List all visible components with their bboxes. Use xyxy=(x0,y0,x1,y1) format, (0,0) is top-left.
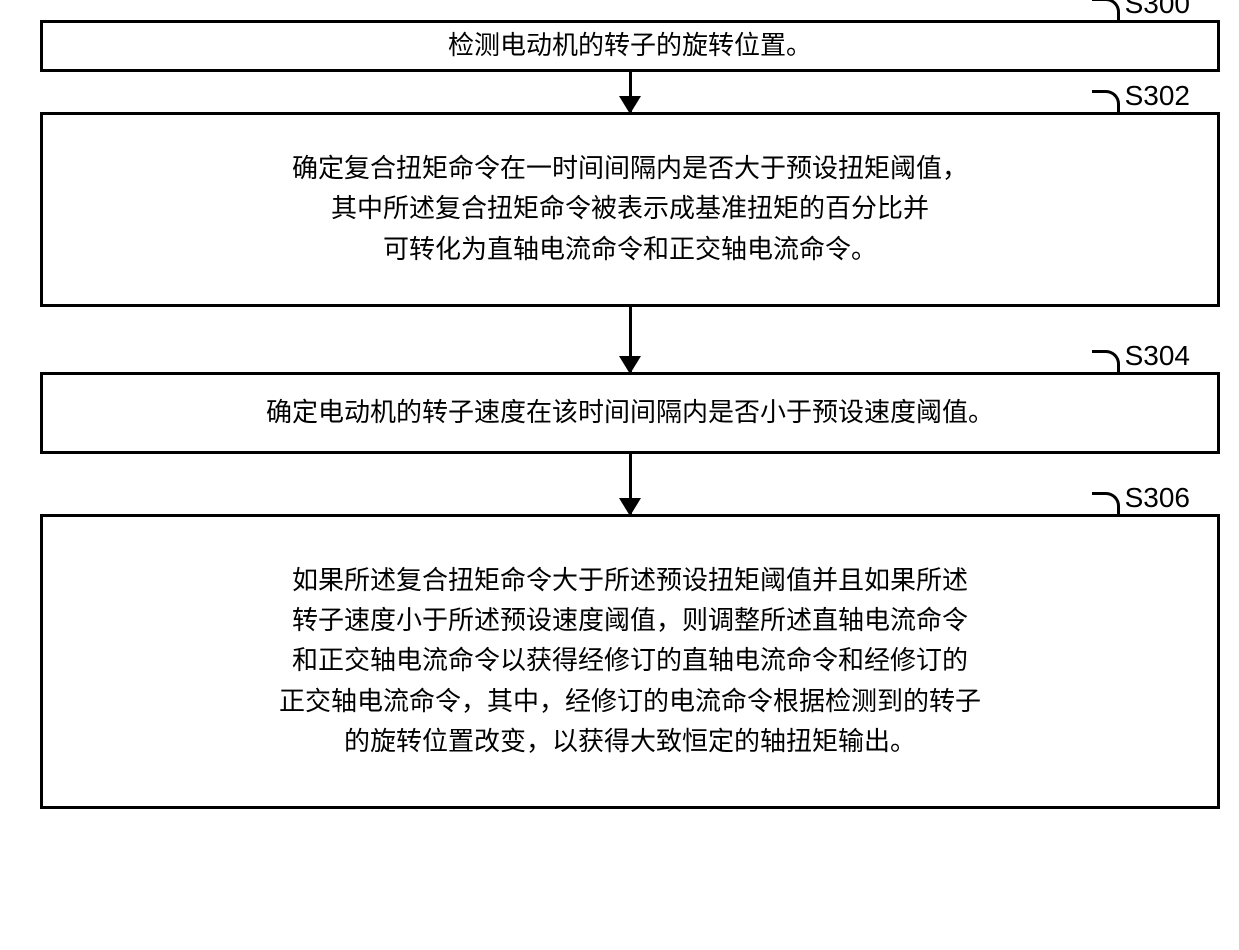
flowchart-container: S300 检测电动机的转子的旋转位置。 S302 确定复合扭矩命令在一时间间隔内… xyxy=(40,20,1220,809)
arrow-s302-s304 xyxy=(629,307,632,372)
step-text: 检测电动机的转子的旋转位置。 xyxy=(448,26,812,66)
step-text: 和正交轴电流命令以获得经修订的直轴电流命令和经修订的 xyxy=(292,641,968,681)
step-text: 其中所述复合扭矩命令被表示成基准扭矩的百分比并 xyxy=(331,189,929,229)
step-box-s306: 如果所述复合扭矩命令大于所述预设扭矩阈值并且如果所述 转子速度小于所述预设速度阈… xyxy=(40,514,1220,809)
label-connector xyxy=(1092,0,1120,20)
step-text: 转子速度小于所述预设速度阈值，则调整所述直轴电流命令 xyxy=(292,601,968,641)
step-text: 如果所述复合扭矩命令大于所述预设扭矩阈值并且如果所述 xyxy=(292,561,968,601)
step-box-s304: 确定电动机的转子速度在该时间间隔内是否小于预设速度阈值。 xyxy=(40,372,1220,454)
step-label-s300: S300 xyxy=(1125,0,1190,20)
arrow-s300-s302 xyxy=(629,72,632,112)
step-text: 正交轴电流命令，其中，经修订的电流命令根据检测到的转子 xyxy=(279,682,981,722)
label-connector xyxy=(1092,350,1120,372)
step-s304: S304 确定电动机的转子速度在该时间间隔内是否小于预设速度阈值。 xyxy=(40,372,1220,454)
step-s306: S306 如果所述复合扭矩命令大于所述预设扭矩阈值并且如果所述 转子速度小于所述… xyxy=(40,514,1220,809)
arrow-s304-s306 xyxy=(629,454,632,514)
step-label-s304: S304 xyxy=(1125,340,1190,372)
step-text: 可转化为直轴电流命令和正交轴电流命令。 xyxy=(383,230,877,270)
step-s302: S302 确定复合扭矩命令在一时间间隔内是否大于预设扭矩阈值， 其中所述复合扭矩… xyxy=(40,112,1220,307)
label-connector xyxy=(1092,90,1120,112)
step-box-s300: 检测电动机的转子的旋转位置。 xyxy=(40,20,1220,72)
step-s300: S300 检测电动机的转子的旋转位置。 xyxy=(40,20,1220,72)
step-label-s306: S306 xyxy=(1125,482,1190,514)
step-box-s302: 确定复合扭矩命令在一时间间隔内是否大于预设扭矩阈值， 其中所述复合扭矩命令被表示… xyxy=(40,112,1220,307)
step-text: 的旋转位置改变，以获得大致恒定的轴扭矩输出。 xyxy=(344,722,916,762)
step-text: 确定电动机的转子速度在该时间间隔内是否小于预设速度阈值。 xyxy=(266,393,994,433)
label-connector xyxy=(1092,492,1120,514)
step-label-s302: S302 xyxy=(1125,80,1190,112)
step-text: 确定复合扭矩命令在一时间间隔内是否大于预设扭矩阈值， xyxy=(292,149,968,189)
